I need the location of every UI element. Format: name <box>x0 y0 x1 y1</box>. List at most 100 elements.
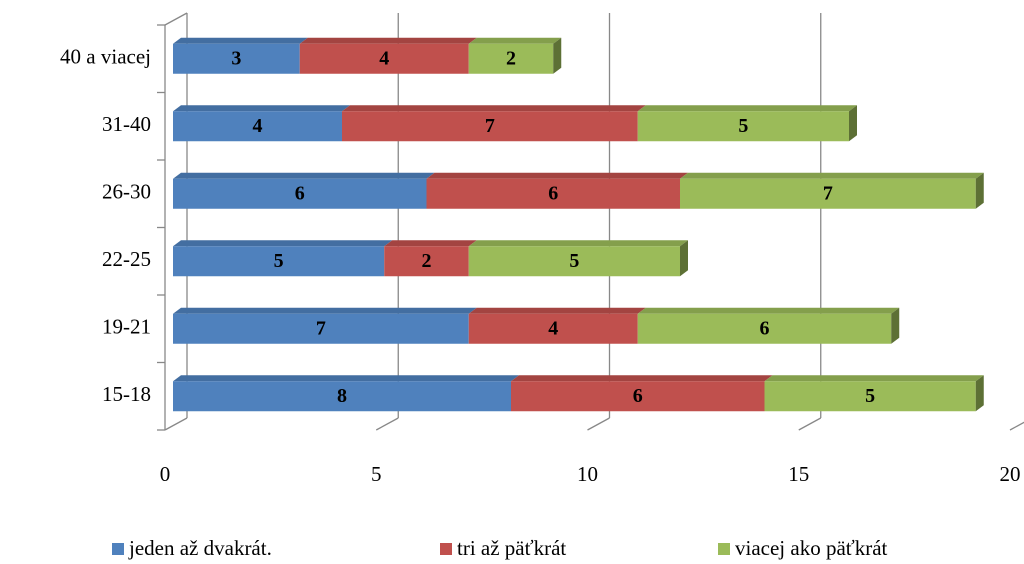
bar-top <box>637 105 857 112</box>
bar-side <box>553 37 562 74</box>
bar-segment <box>299 37 477 74</box>
bar-side <box>975 172 984 209</box>
bar-segment <box>680 172 984 209</box>
bar-front <box>173 246 385 277</box>
x-tick-label: 10 <box>577 462 598 486</box>
grid-line-depth <box>798 417 822 431</box>
data-label: 6 <box>633 385 643 407</box>
bar-segment <box>342 105 646 142</box>
bar-front <box>637 111 849 142</box>
legend-swatch <box>112 543 124 555</box>
data-label: 3 <box>231 47 241 69</box>
bar-front <box>173 381 511 412</box>
bar-top <box>173 105 350 112</box>
data-label: 5 <box>274 250 284 272</box>
bar-top <box>511 375 773 382</box>
bar-segment <box>468 37 562 74</box>
data-label: 7 <box>823 182 833 204</box>
bar-front <box>173 111 342 142</box>
bar-top <box>342 105 646 112</box>
y-axis-depth <box>164 12 188 26</box>
y-tick-label: 40 a viacej <box>60 45 151 69</box>
x-tick-label: 0 <box>160 462 171 486</box>
grid-line-depth <box>1009 421 1024 431</box>
bar-front <box>173 313 469 344</box>
bar-top <box>468 307 646 314</box>
bar-front <box>426 178 680 209</box>
legend-label: viacej ako päťkrát <box>735 536 888 560</box>
legend-label: jeden až dvakrát. <box>128 536 272 560</box>
y-tick-label: 15-18 <box>102 382 151 406</box>
x-tick-label: 5 <box>371 462 382 486</box>
bar-front <box>173 178 427 209</box>
bar-front <box>764 381 976 412</box>
bar-segment <box>637 105 857 142</box>
bar-segment <box>764 375 984 412</box>
bar-top <box>173 375 519 382</box>
bar-segment <box>173 375 519 412</box>
bar-segment <box>468 240 688 277</box>
bar-side <box>975 375 984 412</box>
bar-front <box>384 246 469 277</box>
data-label: 4 <box>548 317 558 339</box>
bar-segment <box>511 375 773 412</box>
data-label: 7 <box>316 317 326 339</box>
bar-front <box>342 111 638 142</box>
grid-line-depth <box>164 417 188 431</box>
bar-side <box>680 240 688 277</box>
grid-line-depth <box>375 417 399 431</box>
y-tick-label: 26-30 <box>102 180 151 204</box>
data-label: 6 <box>295 182 305 204</box>
bar-front <box>511 381 765 412</box>
bar-front <box>637 313 892 344</box>
bar-segment <box>173 307 477 344</box>
bar-segment <box>468 307 646 344</box>
x-tick-label: 20 <box>1000 462 1021 486</box>
bar-segment <box>173 240 393 277</box>
bar-top <box>173 240 393 247</box>
data-label: 7 <box>485 115 495 137</box>
bar-top <box>384 240 477 247</box>
bar-top <box>426 172 688 179</box>
x-tick-label: 15 <box>788 462 809 486</box>
y-tick-label: 19-21 <box>102 315 151 339</box>
data-label: 6 <box>548 182 558 204</box>
bar-side <box>849 105 857 142</box>
bar-segment <box>173 172 435 209</box>
bar-segment <box>637 307 900 344</box>
data-label: 2 <box>506 47 516 69</box>
bar-top <box>299 37 477 44</box>
legend-swatch <box>440 543 452 555</box>
data-label: 5 <box>738 115 748 137</box>
bar-side <box>891 307 900 344</box>
bar-top <box>468 37 562 44</box>
bar-front <box>468 313 638 344</box>
data-label: 5 <box>865 385 875 407</box>
bar-front <box>468 43 554 74</box>
data-label: 4 <box>253 115 263 137</box>
bar-front <box>173 43 300 74</box>
bar-top <box>680 172 984 179</box>
bar-segment <box>173 105 350 142</box>
bar-front <box>680 178 976 209</box>
bar-top <box>173 37 308 44</box>
bar-top <box>468 240 688 247</box>
legend-swatch <box>718 543 730 555</box>
bar-front <box>299 43 469 74</box>
legend-label: tri až päťkrát <box>457 536 566 560</box>
data-label: 5 <box>569 250 579 272</box>
data-label: 2 <box>422 250 432 272</box>
bar-segment <box>426 172 688 209</box>
bar-segment <box>173 37 308 74</box>
data-label: 6 <box>760 317 770 339</box>
grid-line-depth <box>587 417 610 431</box>
bar-front <box>468 246 680 277</box>
bar-segment <box>384 240 477 277</box>
y-tick-label: 31-40 <box>102 112 151 136</box>
data-label: 4 <box>379 47 389 69</box>
y-tick-label: 22-25 <box>102 247 151 271</box>
data-label: 8 <box>337 385 347 407</box>
bar-top <box>637 307 900 314</box>
bar-top <box>173 172 435 179</box>
